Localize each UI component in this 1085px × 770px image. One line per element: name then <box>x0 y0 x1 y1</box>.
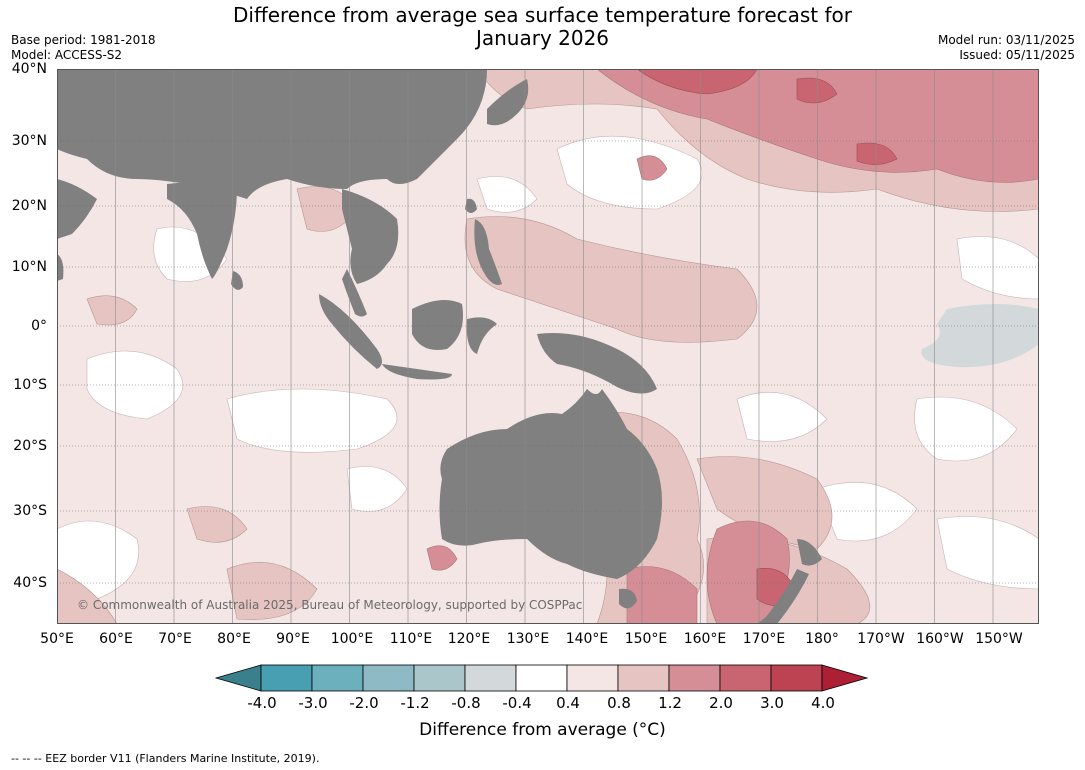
colorbar-cell <box>719 664 772 692</box>
lat-label-eq: 0° <box>31 318 47 334</box>
map-canvas <box>57 69 1039 624</box>
lon-label-130e: 130°E <box>506 631 550 647</box>
colorbar-tick: -4.0 <box>247 694 277 712</box>
model-run-date: Model run: 03/11/2025 <box>937 33 1075 47</box>
lon-label-90e: 90°E <box>276 631 310 647</box>
lon-label-150e: 150°E <box>624 631 668 647</box>
colorbar-tick: -0.8 <box>451 694 481 712</box>
colorbar-cell <box>515 664 568 692</box>
lon-label-70e: 70°E <box>158 631 192 647</box>
colorbar-tick: -2.0 <box>349 694 379 712</box>
lat-label-30n: 30°N <box>11 133 47 149</box>
colorbar-cell <box>464 664 517 692</box>
colorbar-tick: 1.2 <box>658 694 682 712</box>
title-line-1: Difference from average sea surface temp… <box>232 3 852 27</box>
lat-label-20s: 20°S <box>13 438 47 454</box>
eez-border-note: -- -- -- EEZ border V11 (Flanders Marine… <box>11 752 320 765</box>
map-border <box>57 69 1039 624</box>
land <box>57 69 822 624</box>
model-name: Model: ACCESS-S2 <box>11 48 123 62</box>
colorbar-cell <box>566 664 619 692</box>
colorbar-arrow-high <box>821 664 869 692</box>
colorbar-tick: 3.0 <box>760 694 784 712</box>
lon-label-50e: 50°E <box>40 631 74 647</box>
lon-label-160e: 160°E <box>683 631 727 647</box>
lat-label-20n: 20°N <box>11 198 47 214</box>
lat-label-10s: 10°S <box>13 377 47 393</box>
lon-label-150w: 150°W <box>975 631 1023 647</box>
sst-anomaly-map <box>57 69 1039 624</box>
colorbar-cell <box>362 664 415 692</box>
colorbar <box>215 664 869 692</box>
lat-label-10n: 10°N <box>11 259 47 275</box>
lon-label-80e: 80°E <box>217 631 251 647</box>
colorbar-tick: 0.4 <box>556 694 580 712</box>
copyright-notice: © Commonwealth of Australia 2025, Bureau… <box>77 598 583 612</box>
colorbar-cell <box>260 664 313 692</box>
colorbar-cell <box>311 664 364 692</box>
lon-label-110e: 110°E <box>389 631 433 647</box>
colorbar-cell <box>668 664 721 692</box>
base-period-info: Base period: 1981-2018 Model: ACCESS-S2 <box>11 33 156 63</box>
issued-date: Issued: 05/11/2025 <box>959 48 1075 62</box>
lon-label-100e: 100°E <box>330 631 374 647</box>
meridians <box>115 69 994 624</box>
lon-label-170e: 170°E <box>742 631 786 647</box>
colorbar-tick: 0.8 <box>607 694 631 712</box>
colorbar-tick: -0.4 <box>502 694 532 712</box>
colorbar-cell <box>770 664 823 692</box>
colorbar-cell <box>617 664 670 692</box>
lon-label-140e: 140°E <box>565 631 609 647</box>
very-warm-areas <box>636 69 898 606</box>
colorbar-tick: -3.0 <box>298 694 328 712</box>
colorbar-cells <box>215 664 869 692</box>
lon-label-170w: 170°W <box>857 631 905 647</box>
title-line-2: January 2026 <box>475 26 610 50</box>
colorbar-tick: 2.0 <box>709 694 733 712</box>
lon-label-60e: 60°E <box>99 631 133 647</box>
lat-label-30s: 30°S <box>13 503 47 519</box>
colorbar-cell <box>413 664 466 692</box>
lon-label-120e: 120°E <box>447 631 491 647</box>
colorbar-label: Difference from average (°C) <box>419 720 666 740</box>
colorbar-tick: 4.0 <box>811 694 835 712</box>
model-run-info: Model run: 03/11/2025 Issued: 05/11/2025 <box>938 33 1075 63</box>
cool-anomaly-area <box>921 304 1039 368</box>
lon-label-180: 180° <box>805 631 839 647</box>
base-period: Base period: 1981-2018 <box>11 33 156 47</box>
lat-label-40s: 40°S <box>13 575 47 591</box>
map-title: Difference from average sea surface temp… <box>0 4 1085 50</box>
colorbar-tick: -1.2 <box>400 694 430 712</box>
colorbar-arrow-low <box>215 664 262 692</box>
lon-label-160w: 160°W <box>916 631 964 647</box>
lat-label-40n: 40°N <box>11 61 47 77</box>
